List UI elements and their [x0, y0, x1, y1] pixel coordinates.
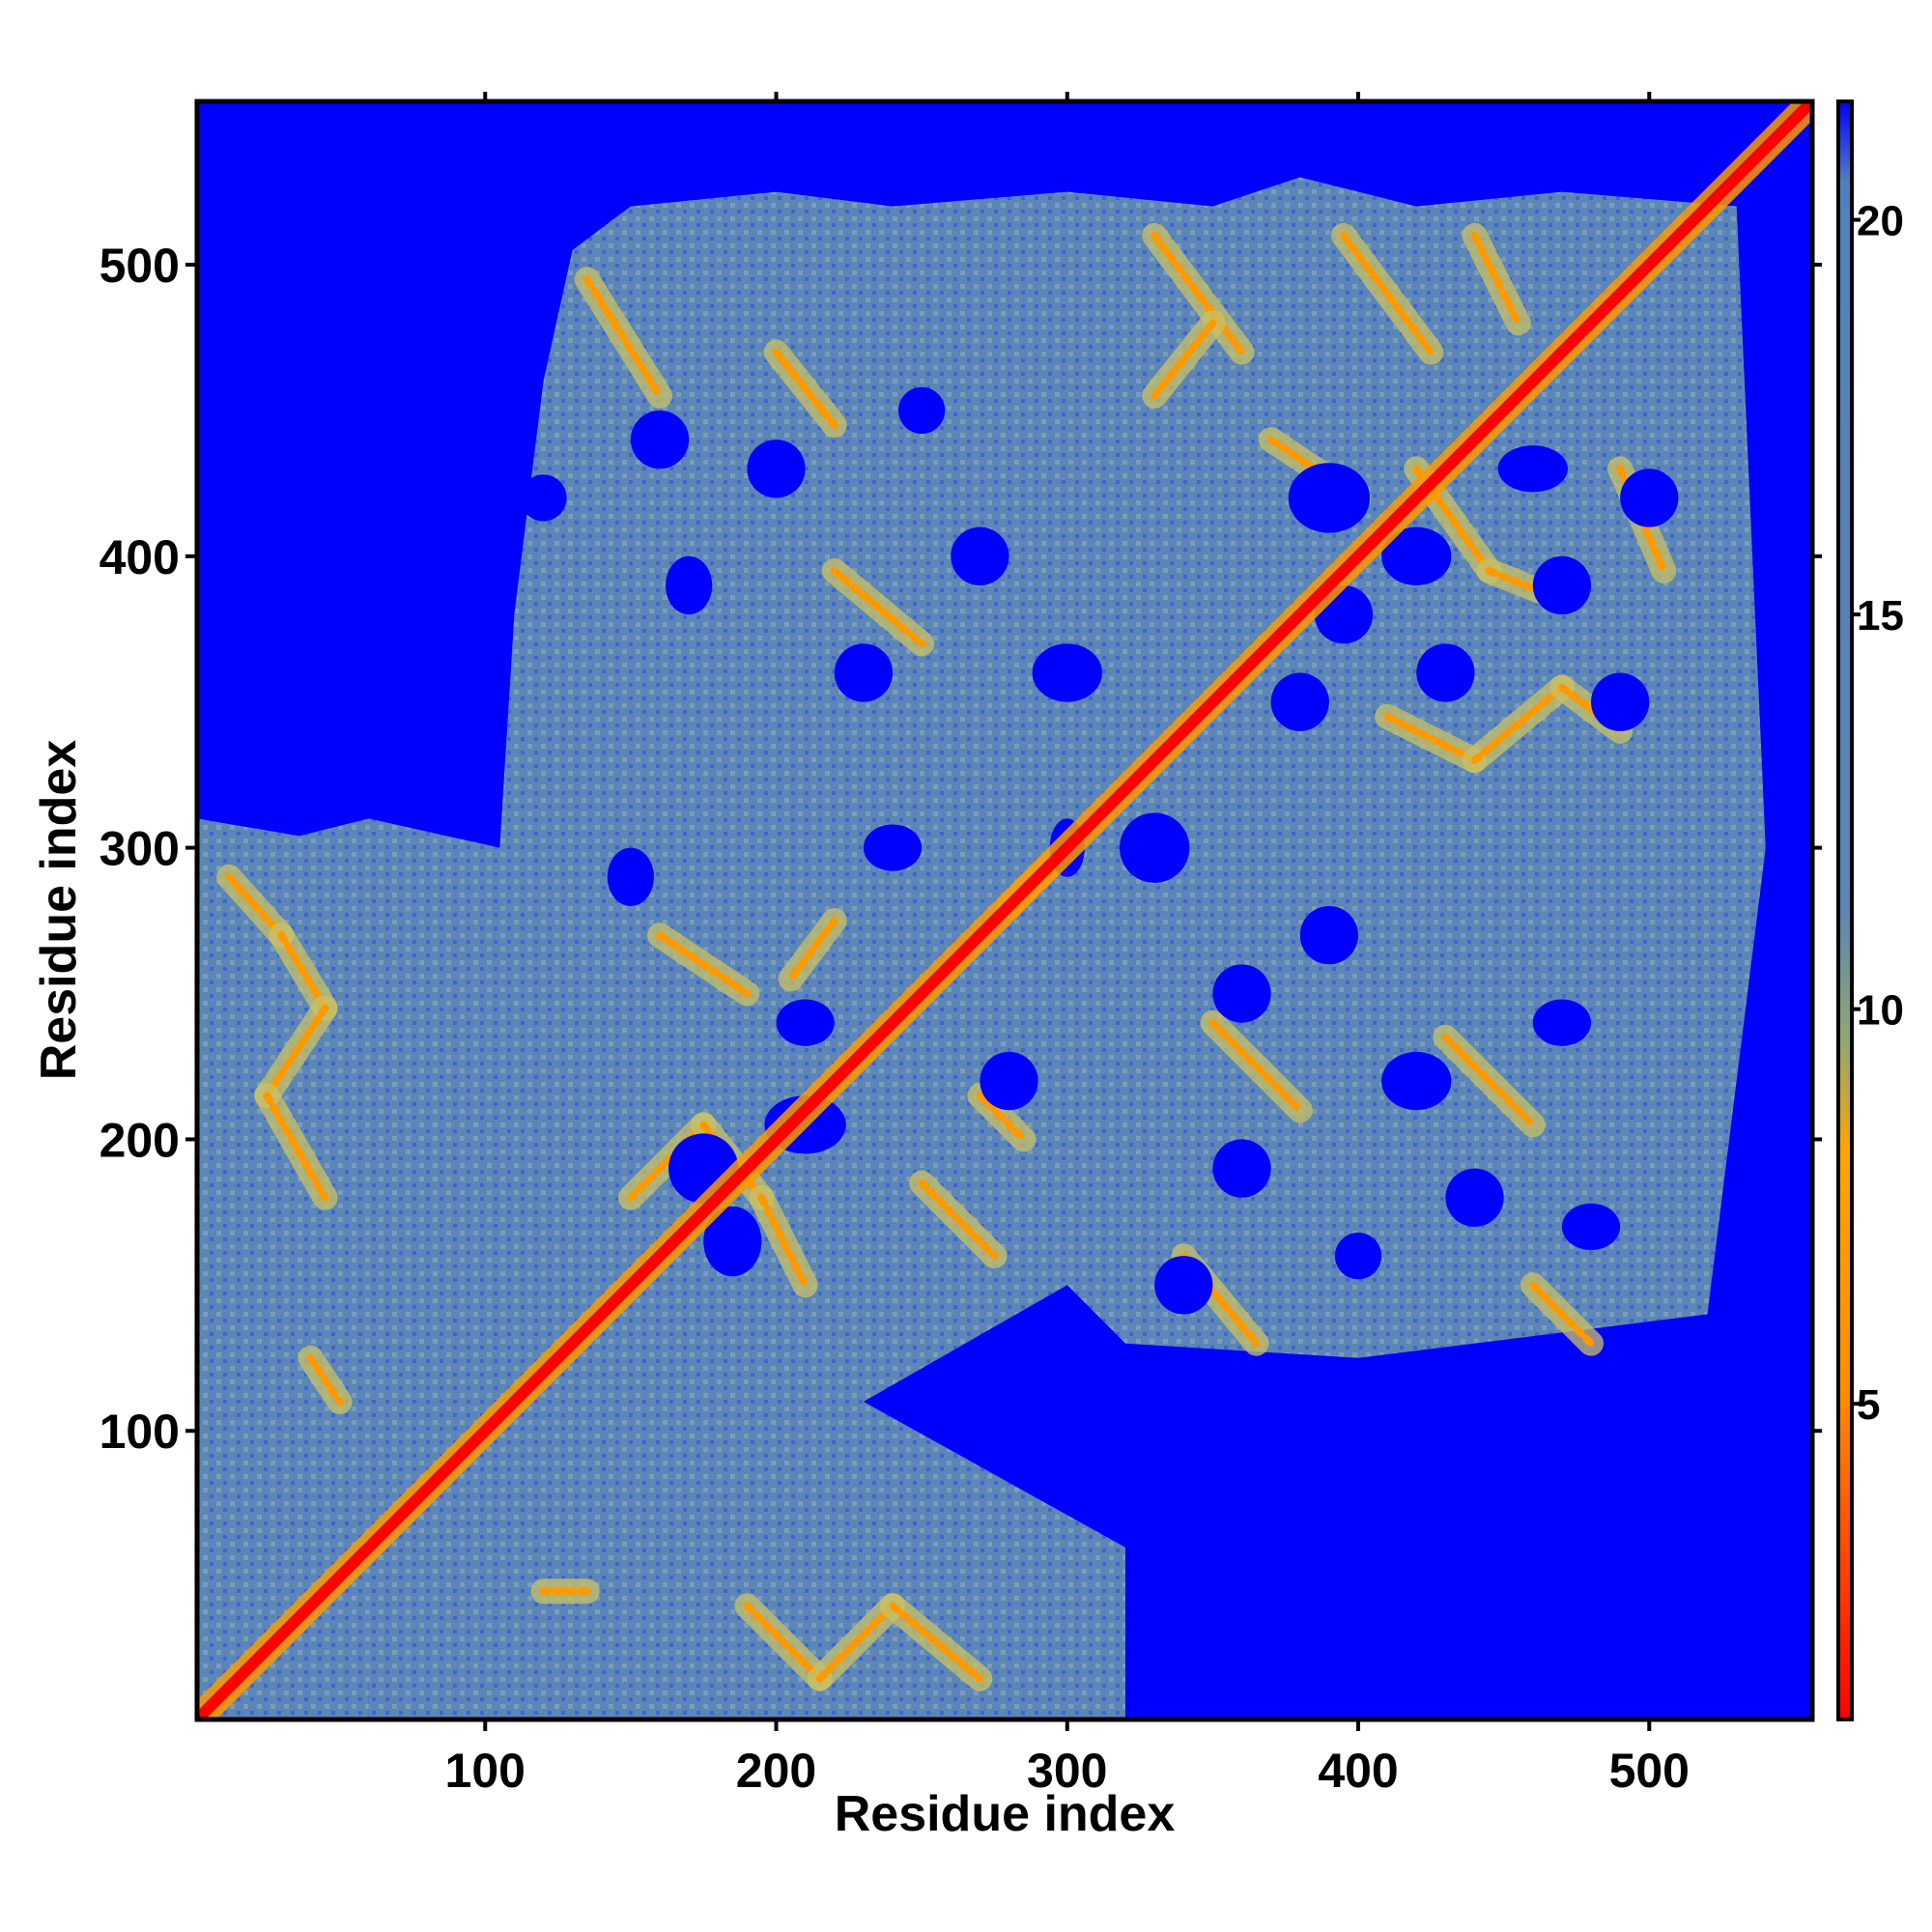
contact-streak: [306, 1353, 344, 1406]
contact-streak: [1528, 1281, 1596, 1348]
contact-streak: [757, 1193, 810, 1290]
no-contact-hole: [1532, 555, 1592, 615]
x-axis-title: Residue index: [835, 1786, 1176, 1842]
colorbar: 5 10 15 20: [1836, 99, 1904, 1721]
plot-frame: [194, 99, 1815, 1722]
no-contact-hole: [834, 643, 894, 702]
contact-region-left-strip: [197, 818, 369, 1719]
y-axis-ticks: 100 200 300 400 500: [99, 239, 1822, 1459]
colorbar-tick-label: 10: [1857, 987, 1904, 1035]
no-contact-hole: [703, 1206, 762, 1277]
x-axis-ticks: 100 200 300 400 500: [445, 92, 1690, 1798]
contact-streak: [1383, 712, 1479, 765]
no-contact-hole: [1381, 526, 1452, 585]
no-contact-hole: [630, 410, 690, 469]
contact-streak: [277, 931, 329, 1012]
contact-streak: [1151, 231, 1246, 356]
contact-streak: [918, 1179, 999, 1261]
contact-streak: [976, 1092, 1028, 1144]
y-tick-label: 500: [99, 239, 180, 293]
no-contact-hole: [863, 824, 923, 871]
y-tick-label: 400: [99, 530, 180, 584]
y-tick-label: 300: [99, 822, 180, 876]
no-contact-hole: [1119, 812, 1190, 883]
y-tick-label: 100: [99, 1405, 180, 1459]
no-contact-hole: [607, 847, 654, 906]
no-contact-hole: [776, 999, 835, 1046]
contact-streak: [786, 917, 838, 983]
no-contact-hole: [1032, 643, 1102, 702]
no-contact-hole: [1334, 1232, 1382, 1280]
contact-streak: [263, 1092, 329, 1202]
no-contact-hole: [1445, 1168, 1504, 1227]
contact-streak: [1339, 231, 1435, 356]
colorbar-ticks: 5 10 15 20: [1852, 198, 1904, 1429]
x-tick-label: 300: [1027, 1744, 1107, 1798]
no-contact-hole: [1270, 672, 1329, 731]
contact-streak: [815, 1602, 897, 1683]
colorbar-tick-label: 20: [1857, 198, 1904, 245]
contact-streak: [830, 566, 926, 648]
no-contact-hole: [1381, 1051, 1452, 1111]
contact-streak: [1470, 231, 1522, 327]
no-contact-hole: [1497, 445, 1568, 493]
colorbar-bar: [1836, 99, 1854, 1721]
no-contact-hole: [1620, 469, 1679, 527]
no-contact-hole: [1299, 905, 1359, 965]
colorbar-tick-label: 15: [1857, 592, 1904, 639]
colorbar-tick-label: 5: [1857, 1381, 1880, 1429]
x-tick-label: 200: [736, 1744, 816, 1798]
contact-streak: [656, 931, 752, 998]
no-contact-hole: [1212, 1139, 1271, 1198]
no-contact-hole: [1416, 643, 1475, 702]
no-contact-hole: [1532, 999, 1592, 1046]
contact-streak: [1208, 1018, 1304, 1115]
diagonal-line: [197, 101, 1812, 1719]
contact-streak: [1470, 683, 1566, 765]
no-contact-hole: [898, 386, 946, 435]
no-contact-hole: [1561, 1203, 1621, 1251]
x-tick-label: 100: [445, 1744, 526, 1798]
no-contact-hole: [747, 440, 806, 498]
contact-streak: [772, 348, 838, 429]
no-contact-hole: [1154, 1256, 1213, 1315]
x-tick-label: 400: [1318, 1744, 1398, 1798]
contact-streak: [889, 1602, 984, 1683]
no-contact-hole: [951, 526, 1009, 585]
contact-streak: [1151, 319, 1217, 400]
no-contact-hole: [1212, 964, 1271, 1023]
no-contact-holes: [520, 386, 1679, 1315]
plot-area: [197, 101, 1812, 1719]
no-contact-hole: [666, 555, 713, 615]
no-contact-hole: [520, 474, 567, 522]
y-axis-title: Residue index: [31, 740, 87, 1081]
contact-streak: [263, 1004, 329, 1100]
contact-streak: [582, 275, 665, 400]
no-contact-hole: [1591, 672, 1650, 731]
y-tick-label: 200: [99, 1113, 180, 1167]
diagonal-layer: [197, 101, 1812, 1719]
contact-streak: [743, 1602, 824, 1683]
no-contact-hole: [980, 1051, 1038, 1111]
contact-streak: [1441, 1033, 1537, 1129]
contact-streak: [225, 872, 286, 940]
no-contact-hole: [1288, 463, 1371, 533]
x-tick-label: 500: [1609, 1744, 1690, 1798]
